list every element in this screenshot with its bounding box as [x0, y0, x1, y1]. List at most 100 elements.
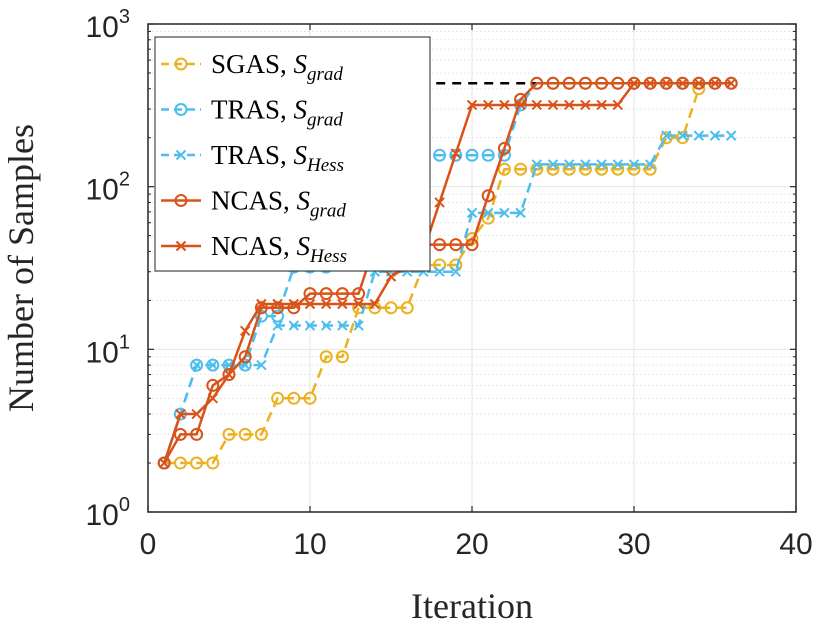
data-point: [190, 427, 204, 441]
data-point: [580, 159, 591, 170]
x-axis-ticks: 0 10 20 30 40: [140, 24, 813, 561]
marker-x-stroke: [466, 99, 478, 111]
data-point: [482, 99, 494, 111]
marker-x-stroke: [175, 240, 187, 252]
data-point: [206, 378, 220, 392]
marker-x-stroke: [531, 99, 543, 111]
marker-x-stroke: [256, 359, 267, 371]
data-point: [206, 456, 220, 470]
data-point: [256, 359, 267, 371]
data-point: [628, 78, 640, 89]
data-point: [173, 456, 187, 470]
marker-x-stroke: [385, 271, 397, 282]
legend-marker: [174, 194, 188, 207]
data-point: [304, 320, 316, 331]
x-axis-label: Iteration: [411, 586, 533, 626]
data-point: [352, 287, 366, 301]
marker-x-stroke: [531, 159, 543, 170]
data-point: [612, 99, 624, 111]
data-point: [175, 408, 186, 420]
marker-x-stroke: [466, 207, 478, 219]
data-point: [659, 131, 673, 145]
marker-x-stroke: [223, 369, 235, 380]
marker-x-stroke: [353, 298, 364, 310]
legend-item: NCAS, SHess: [161, 231, 347, 267]
marker-x-stroke: [563, 99, 575, 111]
marker-x-stroke: [207, 393, 219, 404]
data-point: [335, 350, 349, 364]
data-point: [288, 298, 300, 310]
data-point: [271, 301, 285, 315]
marker-x-stroke: [353, 320, 364, 331]
marker-x-stroke: [288, 320, 300, 331]
data-point: [434, 197, 445, 208]
data-point: [319, 287, 333, 301]
marker-x-stroke: [499, 99, 510, 111]
legend-label: SGAS, Sgrad: [211, 49, 343, 85]
series-line: [163, 134, 732, 464]
legend-item: TRAS, SHess: [161, 140, 344, 176]
data-point: [337, 320, 348, 331]
data-point: [676, 131, 690, 145]
legend-marker: [175, 149, 187, 161]
data-point: [304, 298, 316, 310]
data-point: [661, 78, 672, 89]
data-point: [272, 320, 283, 331]
marker-x-stroke: [369, 298, 381, 310]
data-point: [644, 159, 656, 170]
data-point: [580, 99, 591, 111]
data-point: [337, 298, 348, 310]
marker-x-stroke: [450, 148, 462, 159]
data-point: [353, 320, 364, 331]
marker-x-stroke: [337, 298, 348, 310]
marker-x-stroke: [272, 320, 283, 331]
data-point: [677, 78, 688, 89]
marker-x-stroke: [644, 159, 656, 170]
x-tick-label: 40: [779, 528, 812, 561]
data-point: [481, 189, 495, 203]
legend-label: NCAS, SHess: [211, 231, 347, 267]
series-line: [164, 88, 700, 465]
y-tick-label: 101: [86, 331, 131, 369]
data-point: [287, 391, 301, 405]
data-point: [157, 456, 171, 470]
data-point: [384, 301, 398, 315]
data-point: [499, 99, 510, 111]
data-point: [709, 78, 721, 89]
data-point: [385, 271, 397, 282]
data-point: [319, 350, 333, 364]
data-point: [644, 78, 656, 89]
marker-x-stroke: [434, 266, 445, 277]
marker-x-stroke: [628, 159, 640, 170]
marker-x-stroke: [709, 130, 721, 141]
legend-marker: [174, 57, 188, 71]
marker-x-stroke: [239, 325, 251, 337]
y-tick-label: 103: [86, 6, 131, 44]
data-point: [725, 78, 737, 89]
data-point: [272, 298, 283, 310]
marker-x-stroke: [450, 266, 462, 277]
data-point: [190, 358, 204, 372]
data-point: [465, 148, 479, 162]
data-point: [497, 141, 511, 155]
marker-x-stroke: [547, 159, 559, 170]
data-point: [481, 148, 495, 162]
marker-x-stroke: [677, 130, 688, 141]
y-axis-label: Number of Samples: [1, 124, 41, 412]
data-point: [434, 266, 445, 277]
marker-x-stroke: [288, 298, 300, 310]
legend-marker: [174, 103, 188, 116]
data-point: [400, 301, 414, 315]
marker-x-stroke: [693, 130, 705, 141]
data-point: [433, 148, 447, 162]
data-point: [254, 427, 268, 441]
data-point: [562, 76, 576, 90]
data-point: [191, 408, 202, 420]
marker-x-stroke: [661, 130, 672, 141]
marker-x-stroke: [304, 298, 316, 310]
data-point: [369, 298, 381, 310]
legend-item: NCAS, Sgrad: [161, 186, 346, 222]
legend: SGAS, Sgrad TRAS, Sgrad TRAS, SHess NCAS, S…: [154, 36, 431, 272]
data-point: [499, 207, 510, 219]
